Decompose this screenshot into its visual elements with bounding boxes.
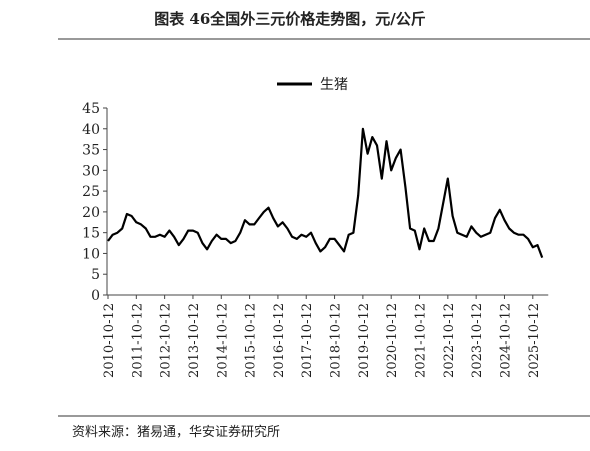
x-tick-label: 2012-10-12 — [159, 303, 174, 378]
x-tick-label: 2014-10-12 — [215, 303, 230, 378]
y-tick-label: 25 — [82, 184, 100, 200]
x-tick-label: 2016-10-12 — [272, 303, 287, 378]
x-tick-label: 2013-10-12 — [187, 303, 202, 378]
y-tick-label: 0 — [91, 288, 100, 304]
x-tick-label: 2020-10-12 — [385, 303, 400, 378]
price-line — [107, 127, 544, 258]
x-tick-label: 2010-10-12 — [102, 303, 117, 378]
y-tick-label: 45 — [82, 101, 100, 117]
x-tick-label: 2017-10-12 — [300, 303, 315, 378]
y-tick-label: 40 — [82, 122, 100, 138]
x-tick-label: 2025-10-12 — [527, 303, 542, 378]
x-tick-label: 2018-10-12 — [329, 303, 344, 378]
x-tick-label: 2011-10-12 — [130, 303, 145, 378]
y-tick-label: 35 — [82, 143, 100, 159]
title: 图表 46全国外三元价格走势图，元/公斤 — [154, 10, 426, 28]
x-tick-label: 2023-10-12 — [470, 303, 485, 378]
source: 资料来源：猪易通，华安证券研究所 — [72, 424, 280, 440]
y-tick-label: 5 — [91, 267, 100, 283]
x-tick-label: 2022-10-12 — [442, 303, 457, 378]
x-tick-label: 2019-10-12 — [357, 303, 372, 378]
y-tick-label: 10 — [82, 246, 100, 262]
x-tick-label: 2015-10-12 — [244, 303, 259, 378]
y-tick-label: 20 — [82, 205, 100, 221]
y-tick-label: 15 — [82, 226, 100, 242]
y-tick-label: 30 — [82, 163, 100, 179]
x-tick-label: 2021-10-12 — [414, 303, 429, 378]
legend-label: 生猪 — [320, 77, 348, 93]
x-tick-label: 2024-10-12 — [498, 303, 513, 378]
